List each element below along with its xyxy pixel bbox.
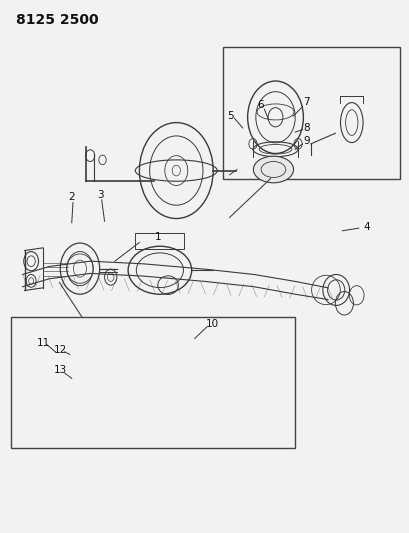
Text: 8: 8 [303,123,309,133]
Bar [135,233,184,249]
Text: 2: 2 [68,192,75,202]
Bar [11,317,294,448]
Text: 13: 13 [54,366,67,375]
Text: 1: 1 [154,232,161,242]
Text: 9: 9 [303,136,309,146]
Text: 4: 4 [363,222,369,231]
Text: 8125 2500: 8125 2500 [16,13,99,27]
Text: 11: 11 [36,338,49,348]
Text: 10: 10 [205,319,218,328]
Text: 5: 5 [227,111,233,121]
Text: 12: 12 [54,345,67,355]
Text: 6: 6 [256,100,263,110]
Bar [223,47,399,179]
Text: 3: 3 [97,190,103,199]
Ellipse shape [253,156,293,183]
Text: 7: 7 [303,98,309,107]
